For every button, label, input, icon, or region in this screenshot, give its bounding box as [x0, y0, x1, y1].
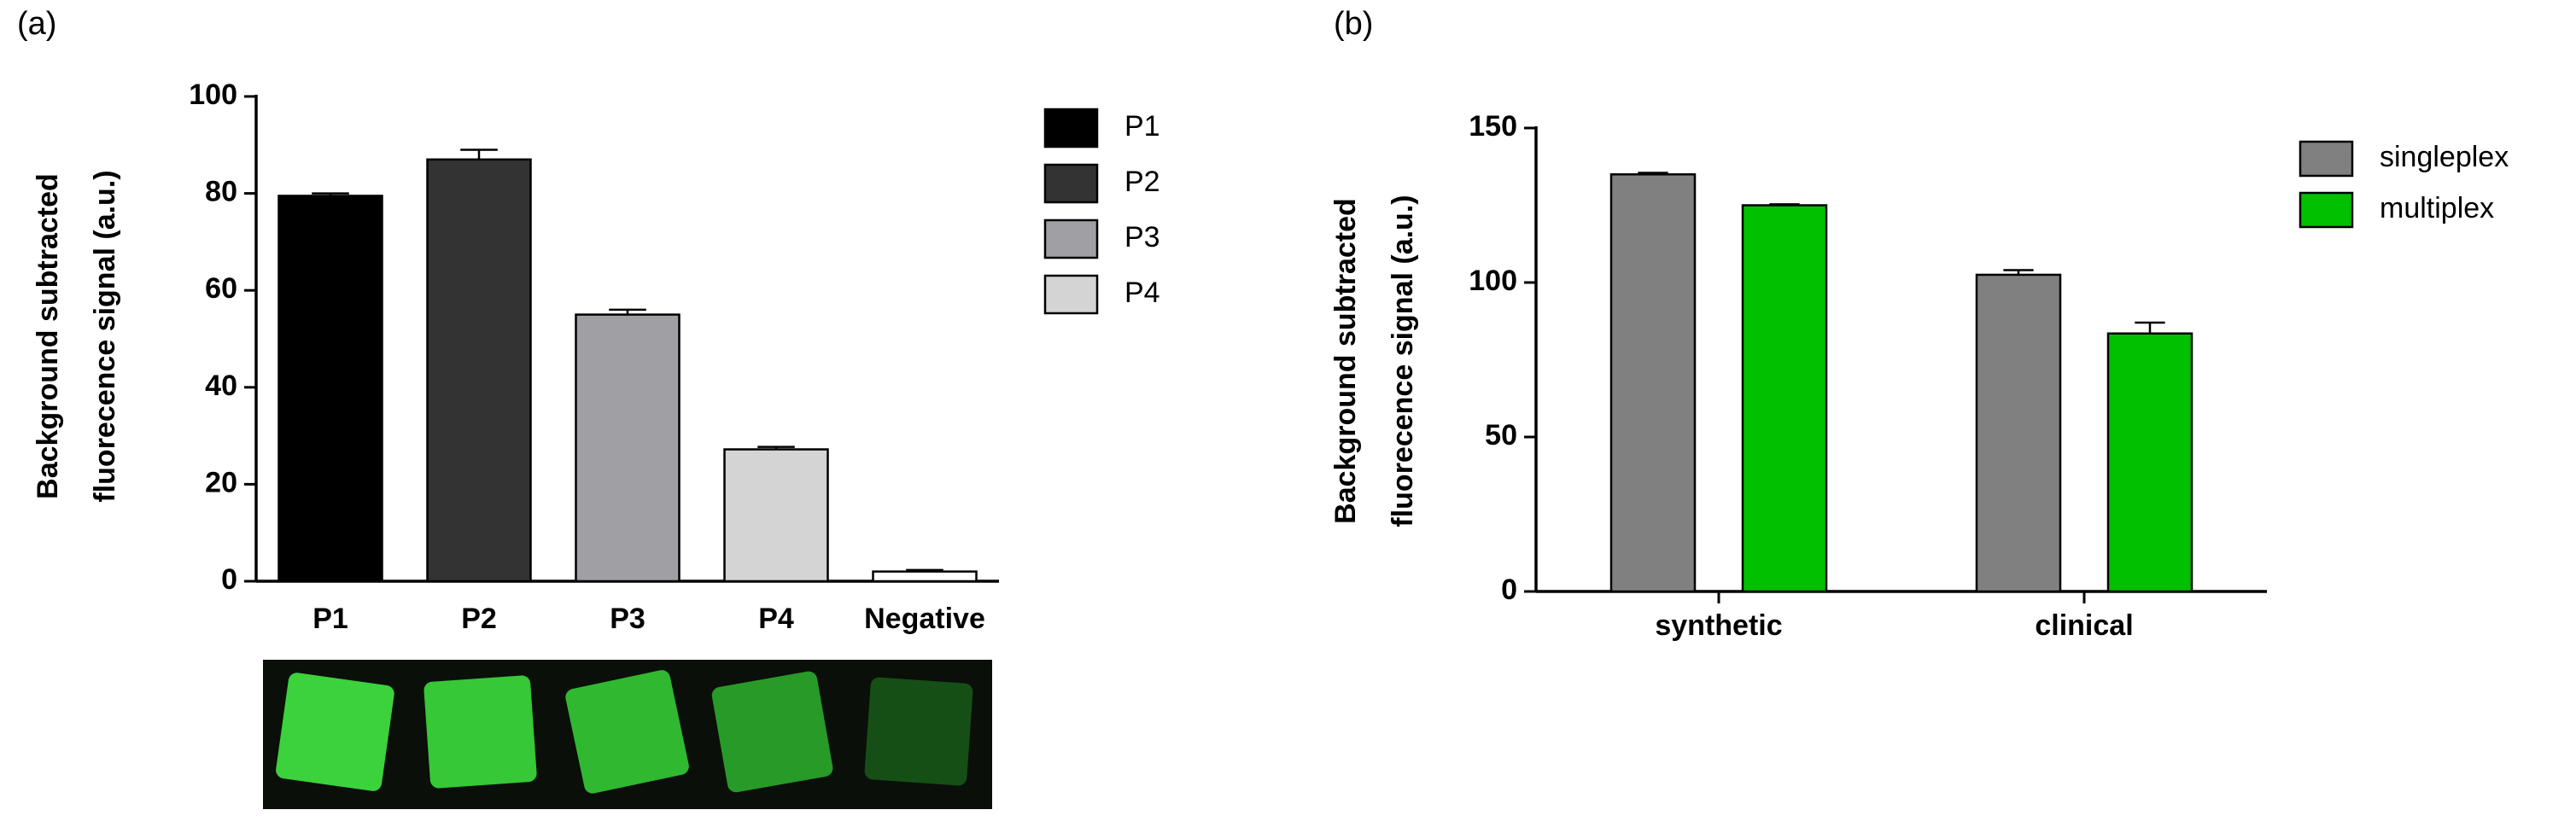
- x-tick-label: clinical: [2035, 609, 2133, 642]
- bar: [723, 448, 829, 583]
- bar: [2106, 332, 2193, 593]
- y-tick-label: 20: [205, 466, 237, 498]
- error-bar: [2135, 321, 2165, 334]
- y-tick-label: 0: [221, 563, 237, 596]
- y-tick-label: 80: [205, 176, 237, 208]
- bar: [1609, 173, 1697, 593]
- x-tick-label: P1: [313, 603, 348, 635]
- bar: [1975, 273, 2062, 593]
- panel-label: (a): [17, 6, 56, 42]
- legend-label: P2: [1124, 166, 1160, 198]
- legend-swatch: [2299, 191, 2354, 229]
- legend-swatch: [2299, 140, 2354, 178]
- error-bar: [460, 149, 498, 160]
- panel-label: (b): [1334, 6, 1373, 42]
- legend-label: singleplex: [2380, 141, 2509, 173]
- bar: [277, 195, 383, 583]
- legend-label: P3: [1124, 221, 1160, 253]
- y-tick-label: 40: [205, 370, 237, 402]
- error-bar: [757, 446, 795, 450]
- legend-swatch: [1043, 274, 1099, 315]
- bar: [872, 570, 978, 583]
- y-axis-label: fluorecence signal (a.u.): [89, 170, 121, 502]
- error-bar: [1638, 172, 1668, 175]
- bar: [1741, 204, 1828, 593]
- y-tick-label: 60: [205, 272, 237, 305]
- y-tick-label: 150: [1469, 110, 1517, 143]
- error-bar: [312, 192, 349, 196]
- gel-photo: [263, 660, 992, 809]
- error-bar: [906, 568, 943, 572]
- x-tick-label: Negative: [864, 603, 985, 635]
- legend-swatch: [1043, 163, 1099, 204]
- x-tick-label: P4: [758, 603, 794, 635]
- legend-swatch: [1043, 108, 1099, 149]
- y-tick-label: 100: [189, 79, 237, 111]
- legend-label: multiplex: [2380, 192, 2494, 224]
- x-tick-label: P2: [461, 603, 497, 635]
- x-tick-label: P3: [610, 603, 645, 635]
- error-bar: [609, 308, 646, 315]
- legend-label: P1: [1124, 110, 1160, 143]
- bar: [575, 313, 681, 583]
- legend-swatch: [1043, 218, 1099, 259]
- y-axis-label: Background subtracted: [32, 173, 64, 499]
- error-bar: [1769, 203, 1800, 206]
- legend-label: P4: [1124, 277, 1160, 309]
- x-tick-label: synthetic: [1655, 609, 1782, 642]
- y-tick-label: 0: [1501, 574, 1517, 606]
- y-axis-label: Background subtracted: [1329, 198, 1362, 524]
- y-axis-label: fluorecence signal (a.u.): [1387, 195, 1419, 527]
- y-tick-label: 100: [1469, 265, 1517, 297]
- y-tick-label: 50: [1485, 419, 1517, 451]
- bar: [426, 158, 532, 583]
- error-bar: [2003, 269, 2034, 275]
